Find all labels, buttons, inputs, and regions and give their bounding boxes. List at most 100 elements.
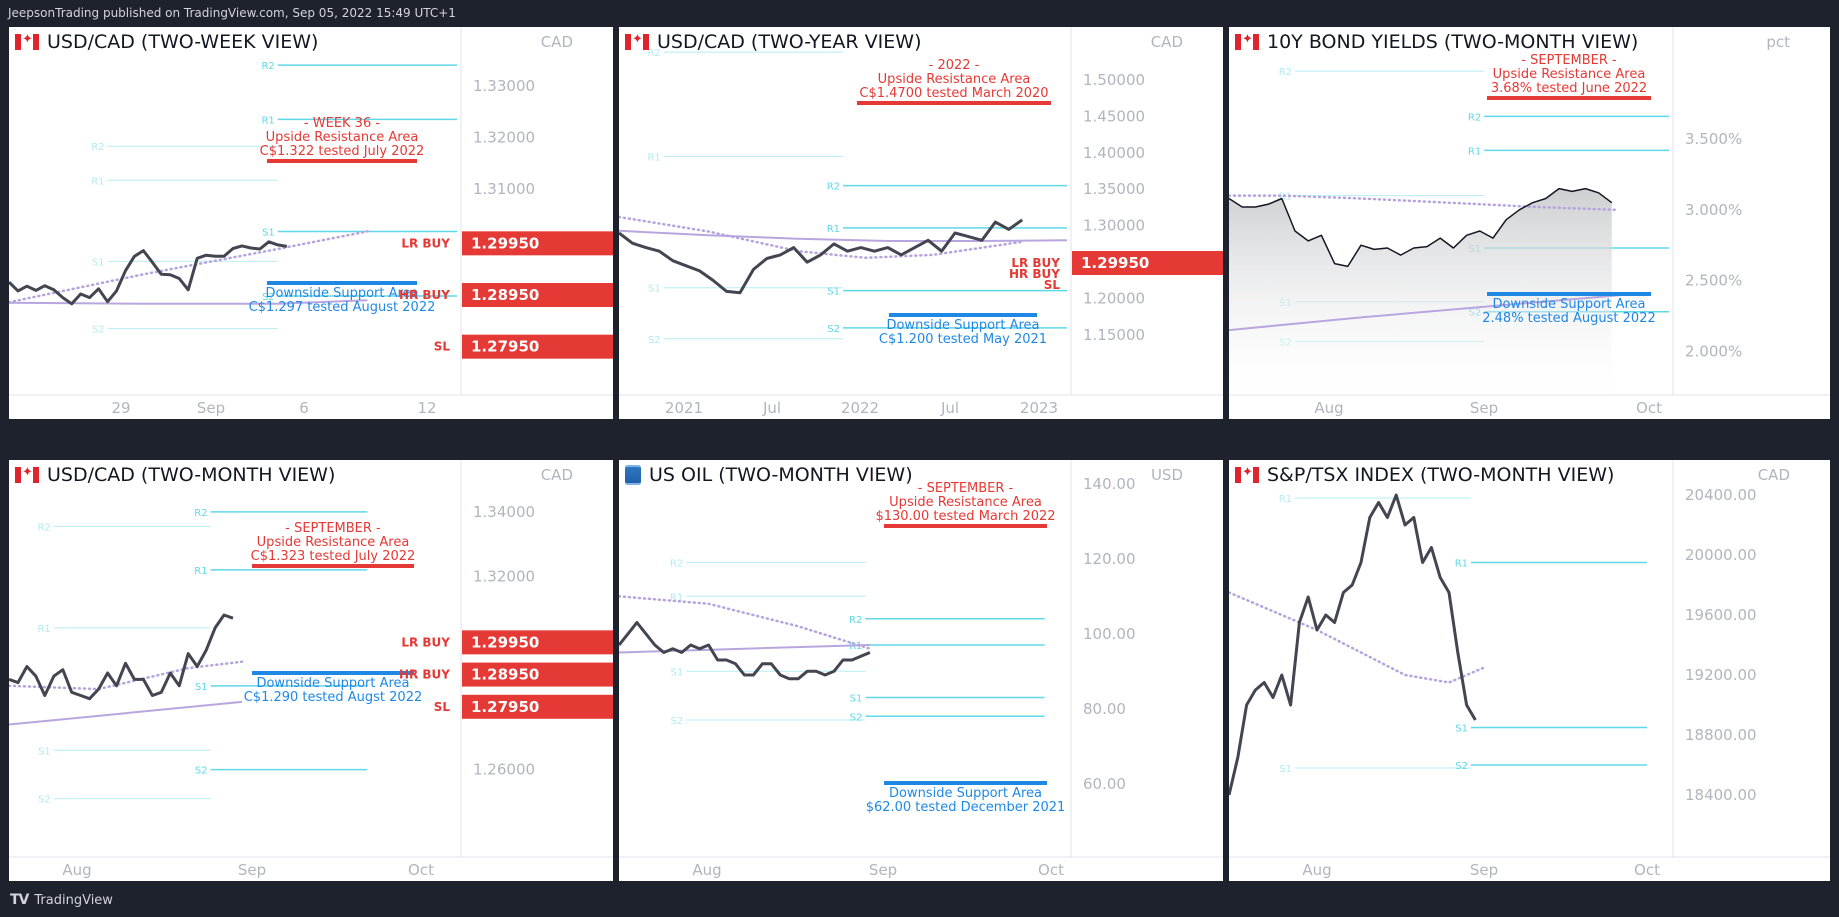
tag-label: LR BUY <box>401 236 450 250</box>
panel-title: USD/CAD (TWO-YEAR VIEW) <box>625 31 921 53</box>
resistance-annotation: - 2022 - <box>929 58 980 73</box>
level-label-s1: S1 <box>262 227 275 238</box>
bond-yields-panel[interactable]: 3.500% 3.000% 2.500% 2.000% Aug Sep Oct R2 R2 R1 R… <box>1229 27 1830 419</box>
level-label-s1: S1 <box>195 682 208 693</box>
level-label-s2: S2 <box>648 335 661 346</box>
x-tick-label: 12 <box>417 399 436 417</box>
level-label-r2: R2 <box>37 522 50 533</box>
x-tick-label: 6 <box>299 399 309 417</box>
x-tick-label: Sep <box>1470 861 1498 879</box>
level-label-r1: R1 <box>647 152 660 163</box>
panel-title: S&P/TSX INDEX (TWO-MONTH VIEW) <box>1235 464 1614 486</box>
support-annotation: Downside Support Area <box>1492 297 1645 312</box>
footer-bar: TV TradingView <box>0 884 1839 917</box>
level-label-s1: S1 <box>92 257 105 268</box>
level-label-r2: R2 <box>261 61 274 72</box>
tag-label: HR BUY <box>1009 267 1060 281</box>
level-label-s1: S1 <box>38 746 51 757</box>
level-label-s2: S2 <box>827 324 840 335</box>
level-label-s1: S1 <box>1455 724 1468 735</box>
sma-solid-line <box>1229 293 1626 332</box>
support-annotation: C$1.200 tested May 2021 <box>879 332 1047 347</box>
canada-flag-icon <box>625 32 649 50</box>
x-tick-label: Aug <box>1314 399 1343 417</box>
resistance-annotation: C$1.4700 tested March 2020 <box>859 86 1048 101</box>
usdcad-two-month-panel[interactable]: 1.340001.320001.300001.280001.26000AugSe… <box>9 460 613 881</box>
y-tick-label: 1.35000 <box>1083 180 1145 198</box>
level-label-r1: R1 <box>1279 494 1292 505</box>
y-tick-label: 60.00 <box>1083 775 1126 793</box>
x-tick-label: Aug <box>692 861 721 879</box>
panel-title: USD/CAD (TWO-WEEK VIEW) <box>15 31 318 53</box>
tradingview-logo-icon: TV <box>10 892 29 908</box>
y-tick-label: 1.15000 <box>1083 326 1145 344</box>
price-tag-value: 1.29950 <box>471 234 539 252</box>
us-oil-panel[interactable]: 140.00 120.00 100.00 80.00 60.00 Aug Sep Oct R2 R… <box>619 460 1223 881</box>
usdcad-two-week-panel[interactable]: 1.33000 1.32000 1.31000 29 Sep 6 12 R2 R1 R2 R1 S1 S… <box>9 27 613 419</box>
price-tag-value: 1.29950 <box>471 633 539 651</box>
canada-flag-icon <box>15 465 39 483</box>
level-label-r1: R1 <box>849 641 862 652</box>
y-tick-label: 18400.00 <box>1685 786 1757 804</box>
y-tick-label: 1.31000 <box>473 180 535 198</box>
currency-label: CAD <box>540 33 573 51</box>
canada-flag-icon <box>15 32 39 50</box>
x-tick-label: 2022 <box>841 399 879 417</box>
price-tag-box <box>462 630 613 655</box>
level-label-r1: R1 <box>827 224 840 235</box>
y-tick-label: 80.00 <box>1083 700 1126 718</box>
x-tick-label: Sep <box>869 861 897 879</box>
x-tick-label: Oct <box>1038 861 1064 879</box>
y-tick-label: 19600.00 <box>1685 606 1757 624</box>
x-tick-label: 2021 <box>665 399 703 417</box>
price-line <box>9 240 288 306</box>
level-label-r2: R2 <box>827 182 840 193</box>
x-tick-label: 2023 <box>1020 399 1058 417</box>
y-tick-label: 2.000% <box>1685 342 1742 360</box>
y-tick-label: 1.33000 <box>473 77 535 95</box>
level-label-s2: S2 <box>670 716 683 727</box>
y-tick-label: 1.20000 <box>1083 290 1145 308</box>
resistance-annotation: $130.00 tested March 2022 <box>875 509 1055 524</box>
sma-solid-line <box>9 299 368 305</box>
level-label-r2: R2 <box>1468 112 1481 123</box>
x-tick-label: Oct <box>1636 399 1662 417</box>
tag-label: SL <box>1044 278 1061 292</box>
resistance-annotation: - SEPTEMBER - <box>285 521 381 536</box>
resistance-annotation: Upside Resistance Area <box>889 495 1042 510</box>
sp-tsx-panel[interactable]: 20400.00 20000.00 19600.00 19200.00 18800.00… <box>1229 460 1830 881</box>
x-tick-label: Oct <box>408 861 434 879</box>
oil-barrel-icon <box>625 465 641 485</box>
y-tick-label: 20400.00 <box>1685 486 1757 504</box>
price-tag-value: 1.27950 <box>471 338 539 356</box>
sma-dotted-line <box>619 215 1024 260</box>
price-tag-value: 1.28950 <box>471 666 539 684</box>
y-tick-label: 1.34000 <box>473 503 535 521</box>
y-tick-label: 3.000% <box>1685 201 1742 219</box>
level-label-r1: R1 <box>670 592 683 603</box>
level-label-s2: S2 <box>850 712 863 723</box>
support-annotation: Downside Support Area <box>265 286 418 301</box>
level-label-r1: R1 <box>37 624 50 635</box>
y-tick-label: 2.500% <box>1685 272 1742 290</box>
price-tag-box <box>462 231 613 256</box>
level-label-s1: S1 <box>827 287 840 298</box>
y-tick-label: 120.00 <box>1083 550 1136 568</box>
level-label-s1: S1 <box>850 694 863 705</box>
level-label-r2: R2 <box>1279 67 1292 78</box>
currency-label: CAD <box>1150 33 1183 51</box>
tag-label: HR BUY <box>399 288 450 302</box>
level-label-r2: R2 <box>91 142 104 153</box>
level-label-s2: S2 <box>1455 761 1468 772</box>
chart-svg: 20400.00 20000.00 19600.00 19200.00 18800.00… <box>1229 460 1830 879</box>
currency-label: USD <box>1150 466 1183 484</box>
level-label-r1: R1 <box>194 566 207 577</box>
resistance-annotation: C$1.323 tested July 2022 <box>251 549 416 564</box>
price-tag-box <box>1072 251 1223 275</box>
x-tick-label: Oct <box>1634 861 1660 879</box>
support-annotation: C$1.290 tested Augst 2022 <box>244 690 423 705</box>
chart-svg: 140.00 120.00 100.00 80.00 60.00 Aug Sep Oct R2 R… <box>619 460 1223 879</box>
area-fill <box>1229 188 1612 395</box>
usdcad-two-year-panel[interactable]: 1.500001.450001.400001.350001.300001.250… <box>619 27 1223 419</box>
x-tick-label: 29 <box>111 399 130 417</box>
